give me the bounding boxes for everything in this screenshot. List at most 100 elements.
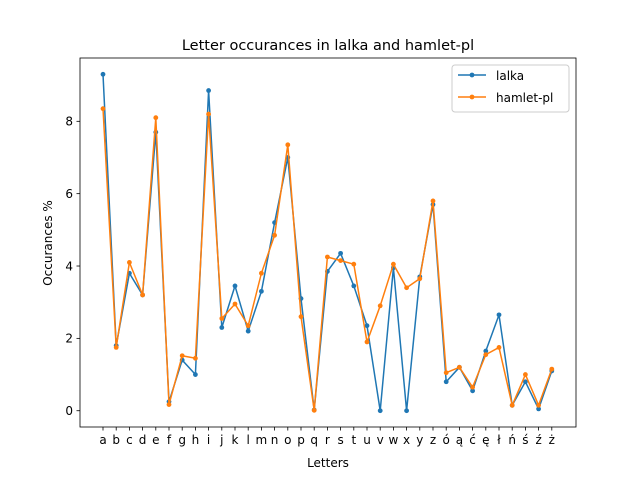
data-point-hamlet-pl bbox=[417, 276, 423, 282]
x-tick-label: o bbox=[284, 433, 291, 447]
x-tick-label: r bbox=[325, 433, 330, 447]
y-axis-label: Occurances % bbox=[41, 200, 55, 286]
y-tick-label: 8 bbox=[65, 115, 73, 129]
legend-box bbox=[451, 64, 570, 113]
data-point-lalka bbox=[377, 408, 383, 414]
data-point-hamlet-pl bbox=[140, 292, 146, 298]
x-tick-label: t bbox=[351, 433, 356, 447]
data-point-hamlet-pl bbox=[325, 254, 330, 260]
x-tick-label: l bbox=[247, 433, 250, 447]
data-point-hamlet-pl bbox=[232, 301, 238, 307]
x-tick-label: z bbox=[430, 433, 436, 447]
data-point-lalka bbox=[523, 379, 528, 385]
x-tick-label: m bbox=[256, 433, 268, 447]
data-point-hamlet-pl bbox=[536, 402, 541, 408]
x-tick-label: b bbox=[112, 433, 120, 447]
x-tick-label: y bbox=[416, 433, 423, 447]
data-point-lalka bbox=[338, 250, 343, 256]
x-tick-label: ł bbox=[497, 433, 501, 447]
x-tick-label: d bbox=[139, 433, 147, 447]
legend-label-hamlet-pl: hamlet-pl bbox=[496, 91, 553, 105]
data-point-hamlet-pl bbox=[523, 372, 528, 377]
data-point-hamlet-pl bbox=[443, 370, 449, 376]
x-tick-label: n bbox=[271, 433, 279, 447]
x-tick-label: i bbox=[207, 433, 210, 447]
data-point-hamlet-pl bbox=[126, 259, 132, 265]
x-tick-label: ż bbox=[549, 433, 555, 447]
data-point-hamlet-pl bbox=[285, 142, 291, 148]
data-point-hamlet-pl bbox=[377, 303, 383, 309]
data-point-lalka bbox=[443, 379, 449, 385]
data-point-hamlet-pl bbox=[153, 115, 159, 121]
x-tick-label: q bbox=[310, 433, 318, 447]
x-axis-label: Letters bbox=[307, 456, 349, 470]
data-point-hamlet-pl bbox=[259, 270, 264, 276]
legend-label-lalka: lalka bbox=[496, 69, 524, 83]
x-tick-label: h bbox=[192, 433, 200, 447]
x-tick-label: ź bbox=[535, 433, 541, 447]
data-point-hamlet-pl bbox=[470, 384, 475, 390]
x-tick-label: k bbox=[232, 433, 239, 447]
plot-area bbox=[80, 58, 576, 427]
x-tick-label: f bbox=[167, 433, 172, 447]
data-point-hamlet-pl bbox=[404, 285, 409, 291]
x-tick-label: j bbox=[219, 433, 223, 447]
x-tick-label: ć bbox=[469, 433, 476, 447]
x-tick-label: w bbox=[388, 433, 398, 447]
data-point-lalka bbox=[259, 288, 264, 294]
data-point-hamlet-pl bbox=[219, 316, 225, 321]
data-point-hamlet-pl bbox=[166, 402, 172, 407]
x-tick-label: x bbox=[403, 433, 410, 447]
data-point-lalka bbox=[404, 408, 409, 414]
x-tick-label: ń bbox=[508, 433, 516, 447]
data-point-lalka bbox=[232, 283, 238, 289]
data-point-hamlet-pl bbox=[391, 261, 396, 267]
data-point-hamlet-pl bbox=[100, 106, 106, 112]
data-point-hamlet-pl bbox=[457, 364, 462, 370]
data-point-lalka bbox=[193, 372, 198, 377]
data-point-hamlet-pl bbox=[298, 314, 304, 320]
data-point-lalka bbox=[100, 71, 106, 77]
x-tick-label: s bbox=[337, 433, 343, 447]
data-point-lalka bbox=[470, 388, 475, 394]
data-point-hamlet-pl bbox=[509, 402, 515, 408]
x-tick-label: g bbox=[178, 433, 186, 447]
data-point-hamlet-pl bbox=[338, 258, 343, 263]
x-tick-label: ó bbox=[443, 433, 450, 447]
data-point-hamlet-pl bbox=[245, 323, 251, 329]
data-point-lalka bbox=[496, 312, 502, 318]
data-point-hamlet-pl bbox=[311, 407, 317, 413]
y-tick-label: 2 bbox=[65, 332, 73, 346]
data-point-lalka bbox=[245, 328, 251, 334]
data-point-hamlet-pl bbox=[430, 198, 436, 204]
x-tick-label: ą bbox=[456, 433, 463, 447]
y-tick-label: 0 bbox=[65, 404, 73, 418]
legend: lalka hamlet-pl bbox=[451, 64, 570, 113]
x-tick-label: v bbox=[377, 433, 384, 447]
x-tick-label: a bbox=[99, 433, 106, 447]
data-point-hamlet-pl bbox=[483, 352, 489, 358]
y-tick-label: 4 bbox=[65, 259, 73, 273]
plot-frame bbox=[79, 57, 577, 428]
x-tick-label: e bbox=[152, 433, 159, 447]
data-point-lalka bbox=[206, 88, 212, 93]
data-point-hamlet-pl bbox=[549, 366, 555, 372]
data-point-hamlet-pl bbox=[113, 345, 119, 350]
legend-marker-hamlet-pl bbox=[469, 94, 475, 100]
data-point-hamlet-pl bbox=[496, 345, 502, 350]
y-axis: 0 2 4 6 8 bbox=[65, 115, 80, 418]
chart-title: Letter occurances in lalka and hamlet-pl bbox=[182, 38, 474, 54]
data-point-hamlet-pl bbox=[351, 261, 357, 267]
series-layer bbox=[100, 71, 555, 414]
x-tick-label: p bbox=[297, 433, 305, 447]
data-point-lalka bbox=[351, 283, 357, 289]
data-point-hamlet-pl bbox=[193, 355, 198, 361]
data-point-hamlet-pl bbox=[179, 353, 185, 359]
data-point-lalka bbox=[364, 323, 370, 329]
data-point-lalka bbox=[536, 406, 541, 412]
x-tick-label: ę bbox=[482, 433, 489, 447]
x-tick-label: ś bbox=[522, 433, 528, 447]
data-point-hamlet-pl bbox=[206, 111, 212, 117]
